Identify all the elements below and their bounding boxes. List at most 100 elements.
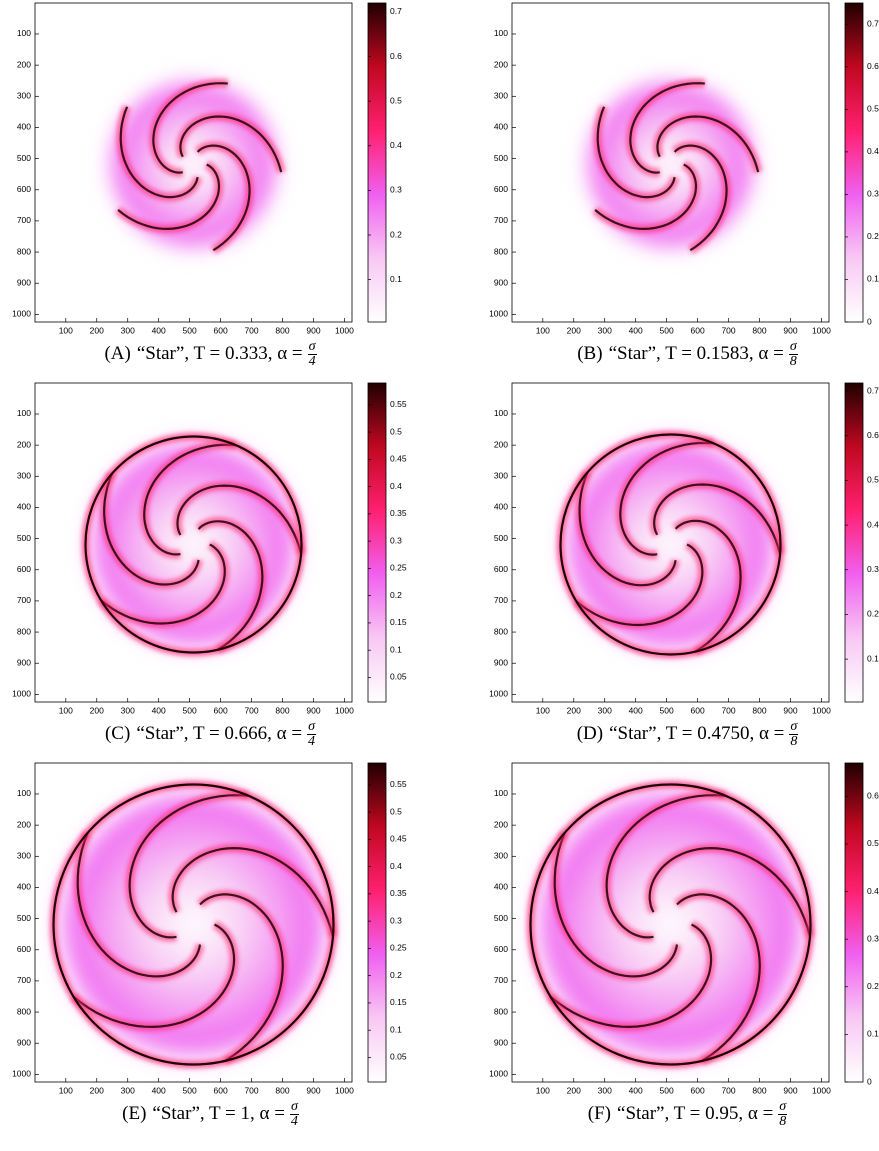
spiral-arm: [575, 543, 704, 627]
colorbar-tick-label: 0.7: [867, 19, 879, 29]
heatmap-image: [98, 69, 289, 260]
spiral-arm: [549, 923, 713, 1029]
x-tick-label: 1000: [335, 325, 354, 335]
x-tick-label: 400: [152, 1085, 166, 1095]
caption-text: “Star”, T = 1, α =: [152, 1102, 285, 1124]
y-tick-label: 800: [494, 626, 508, 636]
x-tick-label: 500: [660, 325, 674, 335]
spiral-arm: [648, 846, 812, 937]
colorbar-tick-label: 0.1: [390, 274, 402, 284]
spiral-arm: [179, 115, 283, 173]
caption-text: “Star”, T = 0.95, α =: [617, 1102, 774, 1124]
colorbar-tick-label: 0.5: [390, 95, 402, 105]
caption-label: (B): [577, 342, 603, 364]
x-tick-label: 500: [183, 1085, 197, 1095]
colorbar-tick-label: 0.1: [390, 1024, 402, 1034]
x-tick-label: 600: [690, 325, 704, 335]
colorbar-tick-label: 0.1: [867, 274, 879, 284]
colorbar-tick-label: 0.2: [867, 231, 879, 241]
y-tick-label: 300: [494, 91, 508, 101]
colorbar-tick-label: 0.3: [390, 535, 402, 545]
axes-frame: [34, 382, 353, 703]
x-tick-label: 500: [183, 705, 197, 715]
caption: (D) “Star”, T = 0.4750, α = σ 8: [488, 720, 879, 749]
x-tick-label: 100: [536, 325, 550, 335]
colorbar-tick-label: 0.7: [390, 6, 402, 16]
colorbar-tick-label: 0.45: [390, 454, 407, 464]
colorbar-tick-label: 0.4: [867, 886, 879, 896]
colorbar-tick-label: 0.4: [390, 140, 402, 150]
spiral-arm: [673, 144, 728, 252]
field-glow: [42, 773, 345, 1076]
y-tick-label: 200: [494, 819, 508, 829]
x-tick-label: 800: [752, 325, 766, 335]
spiral-arm: [199, 893, 284, 1062]
x-tick-label: 700: [721, 325, 735, 335]
x-tick-label: 400: [629, 1085, 643, 1095]
colorbar-tick-label: 0.55: [390, 399, 407, 409]
y-tick-label: 700: [17, 215, 31, 225]
colorbar-tick-label: 0.5: [867, 838, 879, 848]
colorbar-tick-label: 0.45: [390, 834, 407, 844]
heatmap-image: [42, 773, 345, 1076]
y-tick-label: 400: [494, 502, 508, 512]
x-tick-label: 800: [275, 325, 289, 335]
spiral-arm: [100, 543, 226, 625]
y-tick-label: 600: [17, 564, 31, 574]
spiral-arm: [76, 832, 202, 978]
colorbar-tick-label: 0.25: [390, 563, 407, 573]
colorbar-tick-label: 0.5: [867, 475, 879, 485]
field-glow: [76, 427, 311, 662]
colorbar-tick-label: 0.2: [390, 590, 402, 600]
spiral-arm: [676, 893, 761, 1062]
y-tick-label: 900: [17, 277, 31, 287]
y-tick-label: 200: [494, 59, 508, 69]
y-tick-label: 800: [494, 246, 508, 256]
colorbar-tick-label: 0.1: [867, 653, 879, 663]
spiral-arm: [656, 115, 760, 173]
colorbar-tick-label: 0.3: [390, 185, 402, 195]
caption-text: “Star”, T = 0.4750, α =: [609, 722, 785, 744]
colorbar-tick-label: 0.2: [867, 609, 879, 619]
front: [559, 433, 782, 656]
fraction-denominator: 4: [290, 1114, 298, 1129]
colorbar-tick-label: 0.4: [867, 519, 879, 529]
y-tick-label: 500: [494, 913, 508, 923]
spiral-arm: [553, 832, 679, 978]
spiral-arm: [119, 106, 199, 199]
y-tick-label: 400: [494, 882, 508, 892]
x-tick-label: 800: [752, 1085, 766, 1095]
x-tick-label: 500: [660, 705, 674, 715]
y-tick-label: 100: [17, 788, 31, 798]
x-tick-label: 500: [660, 1085, 674, 1095]
x-tick-label: 200: [567, 1085, 581, 1095]
caption: (E) “Star”, T = 1, α = σ 4: [11, 1100, 411, 1129]
x-tick-label: 400: [152, 705, 166, 715]
y-tick-label: 600: [17, 184, 31, 194]
caption-text: “Star”, T = 0.333, α =: [136, 342, 303, 364]
y-tick-label: 200: [17, 819, 31, 829]
x-tick-label: 1000: [335, 705, 354, 715]
spiral-arm: [152, 82, 228, 174]
y-tick-label: 700: [494, 595, 508, 605]
y-tick-label: 1000: [12, 309, 31, 319]
fraction-denominator: 8: [779, 1114, 787, 1129]
heatmap-image: [519, 773, 822, 1076]
y-tick-label: 400: [17, 122, 31, 132]
y-tick-label: 500: [494, 533, 508, 543]
y-tick-label: 1000: [489, 689, 508, 699]
y-tick-label: 200: [494, 439, 508, 449]
y-tick-label: 300: [494, 471, 508, 481]
colorbar-tick-label: 0.6: [867, 791, 879, 801]
front: [52, 783, 335, 1066]
colorbar-tick-label: 0.25: [390, 943, 407, 953]
fraction-denominator: 8: [790, 734, 798, 749]
fraction-numerator: σ: [307, 719, 316, 735]
colorbar-tick-label: 0.05: [390, 672, 407, 682]
x-tick-label: 900: [783, 705, 797, 715]
colorbar-tick-label: 0.05: [390, 1052, 407, 1062]
colorbar: [844, 762, 864, 1083]
x-tick-label: 100: [59, 1085, 73, 1095]
x-tick-label: 400: [629, 325, 643, 335]
